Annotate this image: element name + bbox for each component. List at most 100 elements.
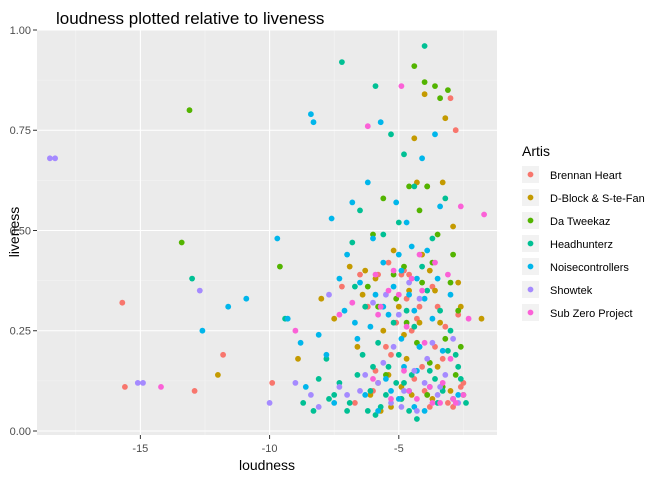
data-point <box>434 231 441 238</box>
data-point <box>390 343 397 350</box>
x-axis-title: loudness <box>239 457 295 473</box>
data-point <box>344 392 350 398</box>
data-point <box>284 315 291 322</box>
data-point <box>401 363 407 370</box>
data-point <box>186 107 193 114</box>
data-point <box>452 351 459 358</box>
data-point <box>403 219 410 226</box>
legend-swatch <box>527 171 534 178</box>
data-point <box>390 247 397 254</box>
data-point <box>122 384 128 390</box>
data-point <box>375 311 381 318</box>
data-point <box>478 315 485 322</box>
data-point <box>323 355 330 362</box>
data-point <box>269 380 276 386</box>
data-point <box>403 355 410 362</box>
data-point <box>419 363 425 370</box>
data-point <box>367 392 374 398</box>
data-point <box>375 380 381 386</box>
data-point <box>352 400 358 406</box>
data-point <box>380 327 387 334</box>
data-point <box>421 79 428 85</box>
data-point <box>450 396 456 402</box>
data-point <box>447 327 454 334</box>
data-point <box>429 396 436 402</box>
data-point <box>385 259 392 266</box>
data-point <box>401 151 407 158</box>
data-point <box>191 388 198 394</box>
chart-title: loudness plotted relative to liveness <box>56 9 324 28</box>
data-point <box>442 115 449 122</box>
data-point <box>419 279 425 286</box>
data-point <box>383 376 389 382</box>
data-point <box>178 239 185 246</box>
data-point <box>215 372 221 378</box>
data-point <box>411 63 418 69</box>
data-point <box>429 235 436 242</box>
y-tick-label: 0.25 <box>10 326 31 338</box>
data-point <box>349 299 356 306</box>
data-point <box>406 291 412 298</box>
data-point <box>395 396 402 402</box>
data-point <box>295 355 301 362</box>
data-point <box>419 155 425 162</box>
data-point <box>455 392 462 398</box>
legend-label: Showtek <box>550 285 593 297</box>
data-point <box>372 83 379 89</box>
data-point <box>434 392 441 398</box>
data-point <box>432 287 438 294</box>
data-point <box>403 307 410 314</box>
data-point <box>421 91 428 98</box>
data-point <box>455 311 462 318</box>
data-point <box>315 331 322 338</box>
data-point <box>421 43 428 49</box>
y-tick-label: 0.50 <box>10 225 31 237</box>
data-point <box>300 400 307 406</box>
x-tick-label: -10 <box>262 443 278 455</box>
y-axis-title: liveness <box>6 207 22 258</box>
data-point <box>429 315 436 322</box>
data-point <box>442 195 449 202</box>
data-point <box>401 367 407 374</box>
data-point <box>437 203 443 210</box>
data-point <box>344 251 350 258</box>
data-point <box>388 400 394 406</box>
data-point <box>326 291 332 298</box>
data-point <box>189 275 196 282</box>
data-point <box>388 131 394 138</box>
data-point <box>457 376 464 382</box>
legend-title: Artis <box>522 143 550 159</box>
data-point <box>352 319 358 326</box>
data-point <box>357 388 363 394</box>
data-point <box>364 179 371 186</box>
data-point <box>406 183 412 190</box>
data-point <box>450 223 456 230</box>
data-point <box>380 359 387 366</box>
data-point <box>310 119 317 126</box>
x-tick-label: -15 <box>132 443 148 455</box>
data-point <box>357 271 363 278</box>
data-point <box>388 396 394 402</box>
legend-swatch <box>527 309 534 316</box>
data-point <box>432 83 438 89</box>
data-point <box>439 355 446 362</box>
data-point <box>225 303 232 310</box>
data-point <box>442 335 449 342</box>
data-point <box>411 135 418 142</box>
data-point <box>336 380 343 386</box>
legend-swatch <box>527 286 534 293</box>
data-point <box>401 388 407 394</box>
data-point <box>346 400 353 406</box>
data-point <box>395 291 402 298</box>
data-point <box>346 263 353 270</box>
data-point <box>370 231 376 238</box>
data-point <box>370 363 376 370</box>
data-point <box>455 279 462 286</box>
data-point <box>388 351 394 358</box>
grid-lines <box>37 29 497 435</box>
data-point <box>357 207 363 214</box>
data-point <box>385 287 392 294</box>
data-point <box>344 408 350 414</box>
data-point <box>119 299 126 306</box>
data-point <box>349 199 356 206</box>
